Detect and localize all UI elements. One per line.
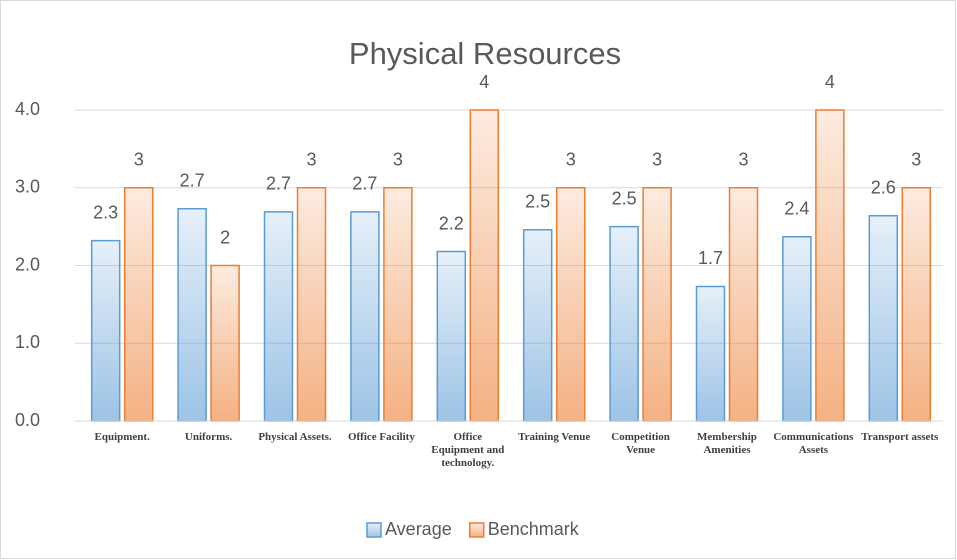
legend-swatch bbox=[366, 522, 382, 538]
y-tick-label: 0.0 bbox=[15, 410, 40, 430]
bar bbox=[642, 187, 672, 422]
bar bbox=[901, 187, 932, 422]
data-label: 2.6 bbox=[871, 177, 896, 197]
bar bbox=[263, 211, 294, 422]
data-label: 3 bbox=[134, 150, 144, 170]
bar bbox=[123, 187, 154, 422]
data-label: 2.2 bbox=[439, 213, 464, 233]
bar bbox=[782, 235, 812, 422]
bar bbox=[469, 109, 500, 422]
data-label: 2.7 bbox=[266, 174, 291, 194]
data-label: 2 bbox=[220, 227, 230, 247]
data-label: 3 bbox=[652, 150, 662, 170]
bar bbox=[728, 187, 759, 422]
y-tick-label: 3.0 bbox=[15, 177, 40, 197]
x-tick-label: Membership Amenities bbox=[697, 431, 757, 456]
data-label: 4 bbox=[825, 72, 835, 92]
y-tick-label: 1.0 bbox=[15, 332, 40, 352]
data-label: 4 bbox=[479, 72, 489, 92]
legend-label: Average bbox=[385, 519, 452, 539]
y-tick-label: 4.0 bbox=[15, 99, 40, 119]
bar bbox=[177, 207, 207, 422]
x-tick-label: Transport assets bbox=[861, 431, 939, 443]
bar bbox=[436, 250, 467, 422]
x-tick-label: Uniforms. bbox=[184, 431, 233, 443]
x-tick-label: Competition Venue bbox=[611, 431, 670, 456]
legend-label: Benchmark bbox=[488, 519, 580, 539]
bar bbox=[555, 187, 586, 422]
bar bbox=[868, 214, 899, 422]
bar bbox=[815, 109, 845, 422]
data-label: 2.3 bbox=[93, 202, 118, 222]
x-tick-label: Training Venue bbox=[518, 431, 591, 443]
bar bbox=[609, 225, 639, 422]
x-tick-label: Office Facility bbox=[347, 431, 415, 443]
data-label: 2.4 bbox=[784, 198, 809, 218]
data-label: 3 bbox=[306, 150, 316, 170]
data-label: 3 bbox=[911, 150, 921, 170]
bar bbox=[296, 187, 327, 422]
data-label: 3 bbox=[738, 150, 748, 170]
legend-swatch bbox=[468, 522, 485, 538]
data-label: 2.5 bbox=[612, 188, 637, 208]
data-label: 1.7 bbox=[698, 248, 723, 268]
x-tick-label: Equipment. bbox=[94, 431, 150, 443]
bar bbox=[350, 211, 380, 422]
x-tick-label: Office Equipment and technology. bbox=[431, 431, 505, 469]
bar bbox=[383, 187, 413, 422]
data-label: 2.7 bbox=[352, 174, 377, 194]
x-tick-label: Communications Assets bbox=[773, 431, 854, 456]
data-label: 2.5 bbox=[525, 191, 550, 211]
bar bbox=[695, 285, 726, 422]
bar bbox=[90, 239, 121, 422]
bar bbox=[210, 264, 240, 422]
bar bbox=[522, 228, 553, 422]
y-tick-label: 2.0 bbox=[15, 254, 40, 274]
data-label: 2.7 bbox=[180, 170, 205, 190]
x-tick-label: Physical Assets. bbox=[258, 431, 332, 443]
data-label: 3 bbox=[566, 150, 576, 170]
data-label: 3 bbox=[393, 150, 403, 170]
chart-title: Physical Resources bbox=[349, 36, 621, 71]
